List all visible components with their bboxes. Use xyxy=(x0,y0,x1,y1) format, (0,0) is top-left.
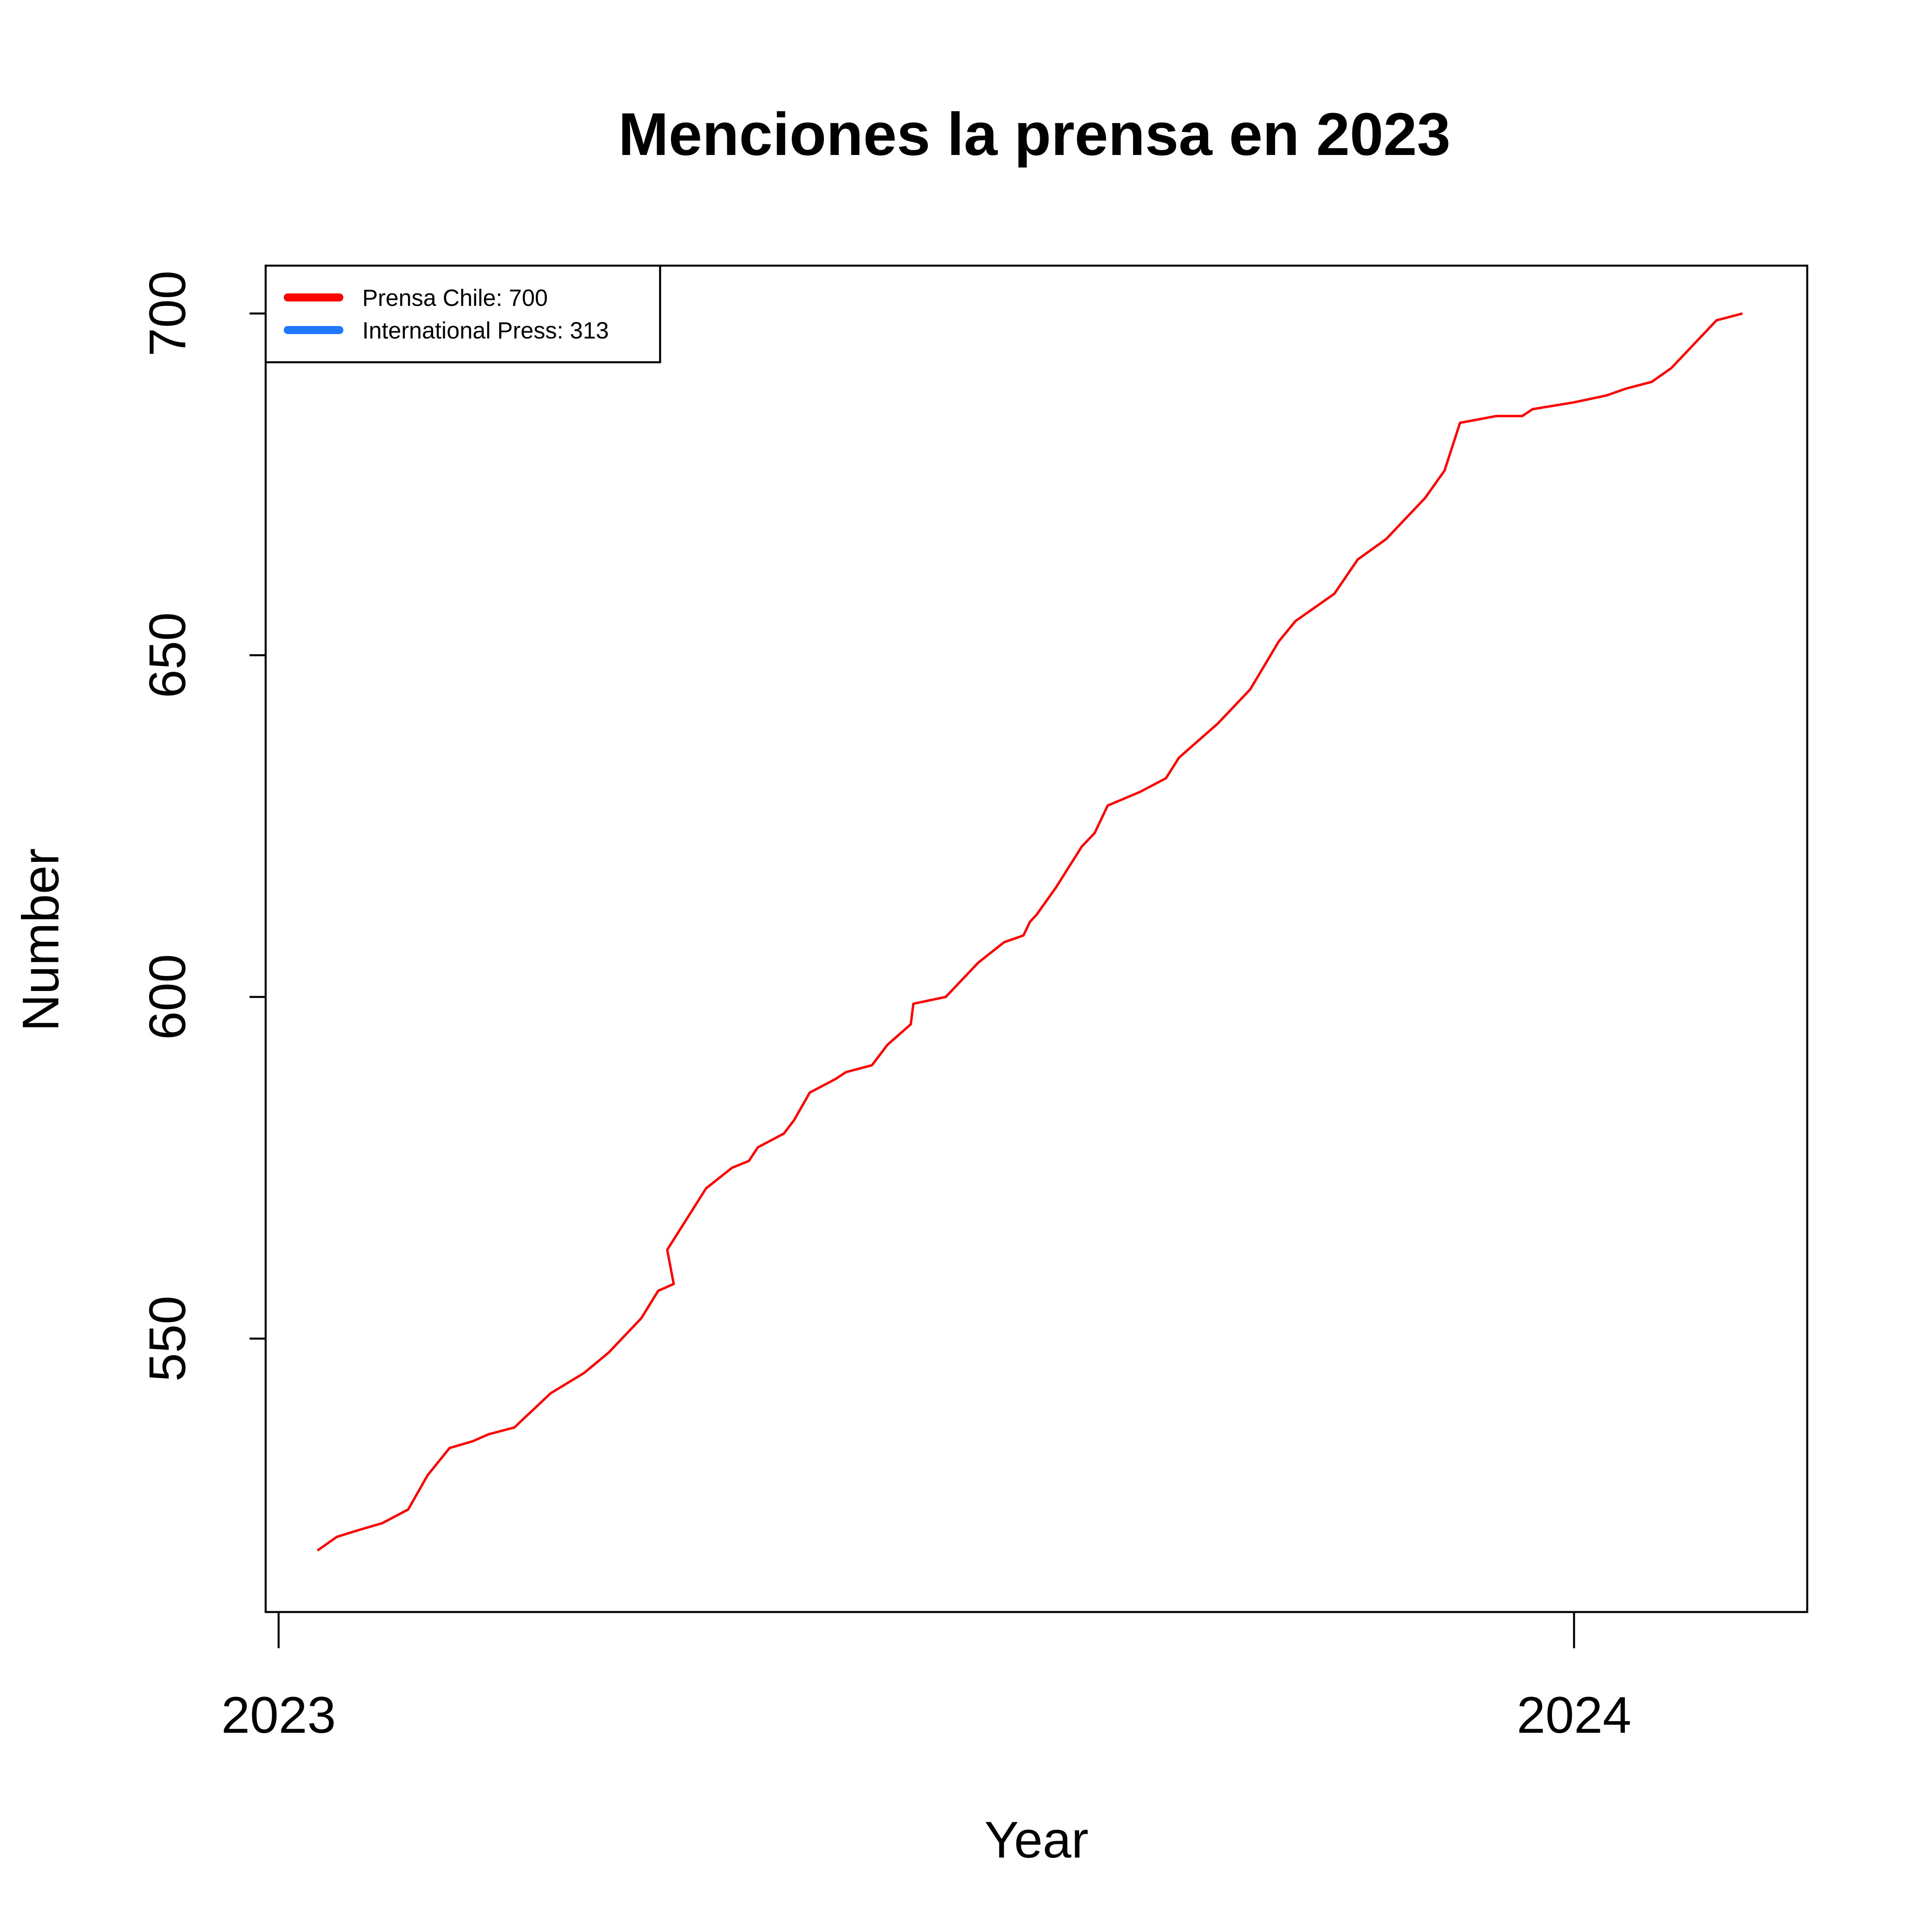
y-tick-label-700: 700 xyxy=(139,270,196,357)
chart-title: Menciones la prensa en 2023 xyxy=(618,100,1451,168)
series-layer xyxy=(316,312,1743,1552)
legend-label-prensa-chile: Prensa Chile: 700 xyxy=(362,285,548,311)
legend: Prensa Chile: 700 International Press: 3… xyxy=(264,264,661,363)
x-tick-label-2023: 2023 xyxy=(221,1686,336,1744)
y-tick-label-550: 550 xyxy=(139,1296,196,1382)
y-axis: 550 600 650 700 xyxy=(139,270,266,1382)
x-axis-label: Year xyxy=(985,1811,1089,1869)
x-axis: 2023 2024 xyxy=(221,1611,1631,1744)
y-tick-label-650: 650 xyxy=(139,612,196,698)
y-axis-label: Number xyxy=(12,848,70,1031)
y-tick-label-600: 600 xyxy=(139,954,196,1040)
series-line-prensa-chile xyxy=(316,312,1743,1552)
x-tick-label-2024: 2024 xyxy=(1517,1686,1631,1744)
legend-label-international-press: International Press: 313 xyxy=(362,318,609,344)
plot-frame xyxy=(264,264,1808,1613)
legend-box xyxy=(264,264,661,363)
